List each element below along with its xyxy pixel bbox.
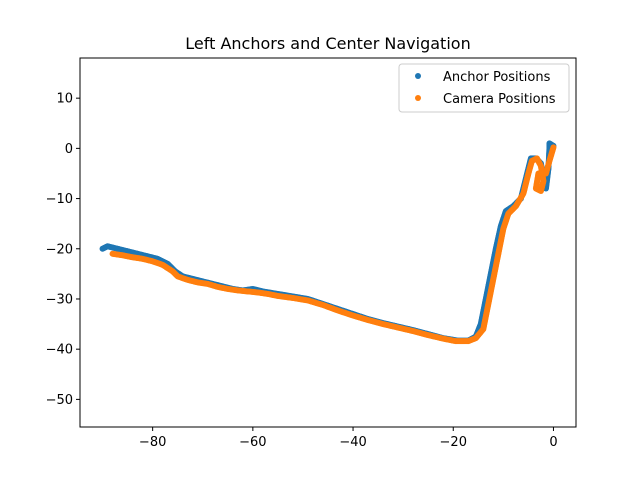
y-tick-label: −10 bbox=[46, 192, 73, 207]
axes-frame bbox=[79, 57, 577, 428]
legend-marker-camera bbox=[415, 95, 421, 101]
y-axis: 10 0 −10 −20 −30 −40 −50 bbox=[46, 92, 80, 408]
legend-label-camera: Camera Positions bbox=[443, 92, 556, 107]
chart-title: Left Anchors and Center Navigation bbox=[185, 34, 470, 53]
x-axis: −80 −60 −40 −20 0 bbox=[139, 427, 558, 450]
legend-box bbox=[398, 63, 570, 113]
legend-marker-anchor bbox=[415, 73, 421, 79]
legend-label-anchor: Anchor Positions bbox=[443, 70, 551, 85]
x-tick-label: −40 bbox=[339, 435, 366, 450]
series-camera-points bbox=[109, 144, 557, 345]
x-tick-label: −80 bbox=[139, 435, 166, 450]
x-tick-label: 0 bbox=[549, 435, 557, 450]
data-point bbox=[550, 144, 557, 151]
plot-area bbox=[99, 140, 557, 345]
x-tick-label: −20 bbox=[440, 435, 467, 450]
y-tick-label: 10 bbox=[56, 92, 73, 107]
y-tick-label: −50 bbox=[46, 393, 73, 408]
x-tick-label: −60 bbox=[239, 435, 266, 450]
y-tick-label: −20 bbox=[46, 242, 73, 257]
legend: Anchor Positions Camera Positions bbox=[398, 63, 570, 113]
y-tick-label: −30 bbox=[46, 292, 73, 307]
y-tick-label: −40 bbox=[46, 343, 73, 358]
y-tick-label: 0 bbox=[65, 142, 73, 157]
